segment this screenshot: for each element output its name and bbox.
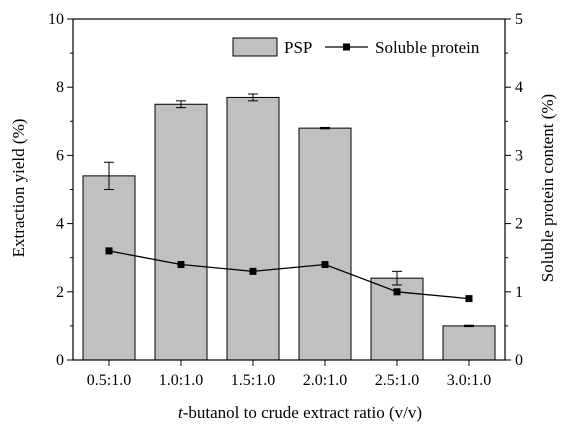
legend-label-soluble-protein: Soluble protein [375,38,480,57]
x-tick-label: 3.0:1.0 [447,372,491,389]
legend-label-psp: PSP [284,38,312,57]
soluble-protein-line [108,250,470,300]
x-tick-label: 2.0:1.0 [303,372,347,389]
error-bar-2.0:1.0 [320,126,330,130]
y2-tick-label: 0 [515,352,523,369]
x-tick-label: 2.5:1.0 [375,372,419,389]
error-bar-1.0:1.0 [176,100,186,109]
y-tick-label: 2 [56,284,64,301]
y-tick-label: 0 [56,352,64,369]
axes: 0 2 4 6 8 10 0 1 2 3 4 5 0.5:1.0 1.0:1.0 1.5:1.0 2.0:1.… [48,11,523,389]
bar-3.0:1.0 [442,325,496,361]
legend-swatch-psp [232,37,278,57]
soluble-protein-point-1.5:1.0 [249,267,257,275]
x-axis-label: t-butanol to crude extract ratio (v/v) [178,403,422,422]
y2-tick-label: 3 [515,147,523,164]
x-tick-label: 0.5:1.0 [87,372,131,389]
soluble-protein-point-2.0:1.0 [321,261,329,269]
y-axis-label: Extraction yield (%) [9,119,28,258]
x-tick-label: 1.5:1.0 [231,372,275,389]
bar-2.0:1.0 [298,127,352,361]
soluble-protein-point-0.5:1.0 [105,247,113,255]
y2-tick-label: 4 [515,79,523,96]
error-bar-2.5:1.0 [392,270,402,286]
soluble-protein-point-3.0:1.0 [465,295,473,303]
soluble-protein-point-2.5:1.0 [393,288,401,296]
y2-axis-label: Soluble protein content (%) [538,94,557,282]
y2-tick-label: 2 [515,216,523,233]
legend: PSP Soluble protein [232,37,480,57]
error-bar-0.5:1.0 [104,161,114,190]
y2-tick-label: 1 [515,284,523,301]
bar-1.0:1.0 [154,103,208,361]
soluble-protein-point-1.0:1.0 [177,261,185,269]
bar-1.5:1.0 [226,96,280,361]
y2-tick-label: 5 [515,11,523,28]
error-bar-1.5:1.0 [248,93,258,102]
x-tick-label: 1.0:1.0 [159,372,203,389]
bar-0.5:1.0 [82,175,136,361]
plot-frame [72,18,506,361]
legend-swatch-marker [343,43,350,51]
error-bar-3.0:1.0 [464,324,474,328]
plot-area [82,93,496,361]
y-tick-label: 10 [48,11,64,28]
y-tick-label: 8 [56,79,64,96]
y-tick-label: 4 [56,216,64,233]
y-tick-label: 6 [56,147,64,164]
